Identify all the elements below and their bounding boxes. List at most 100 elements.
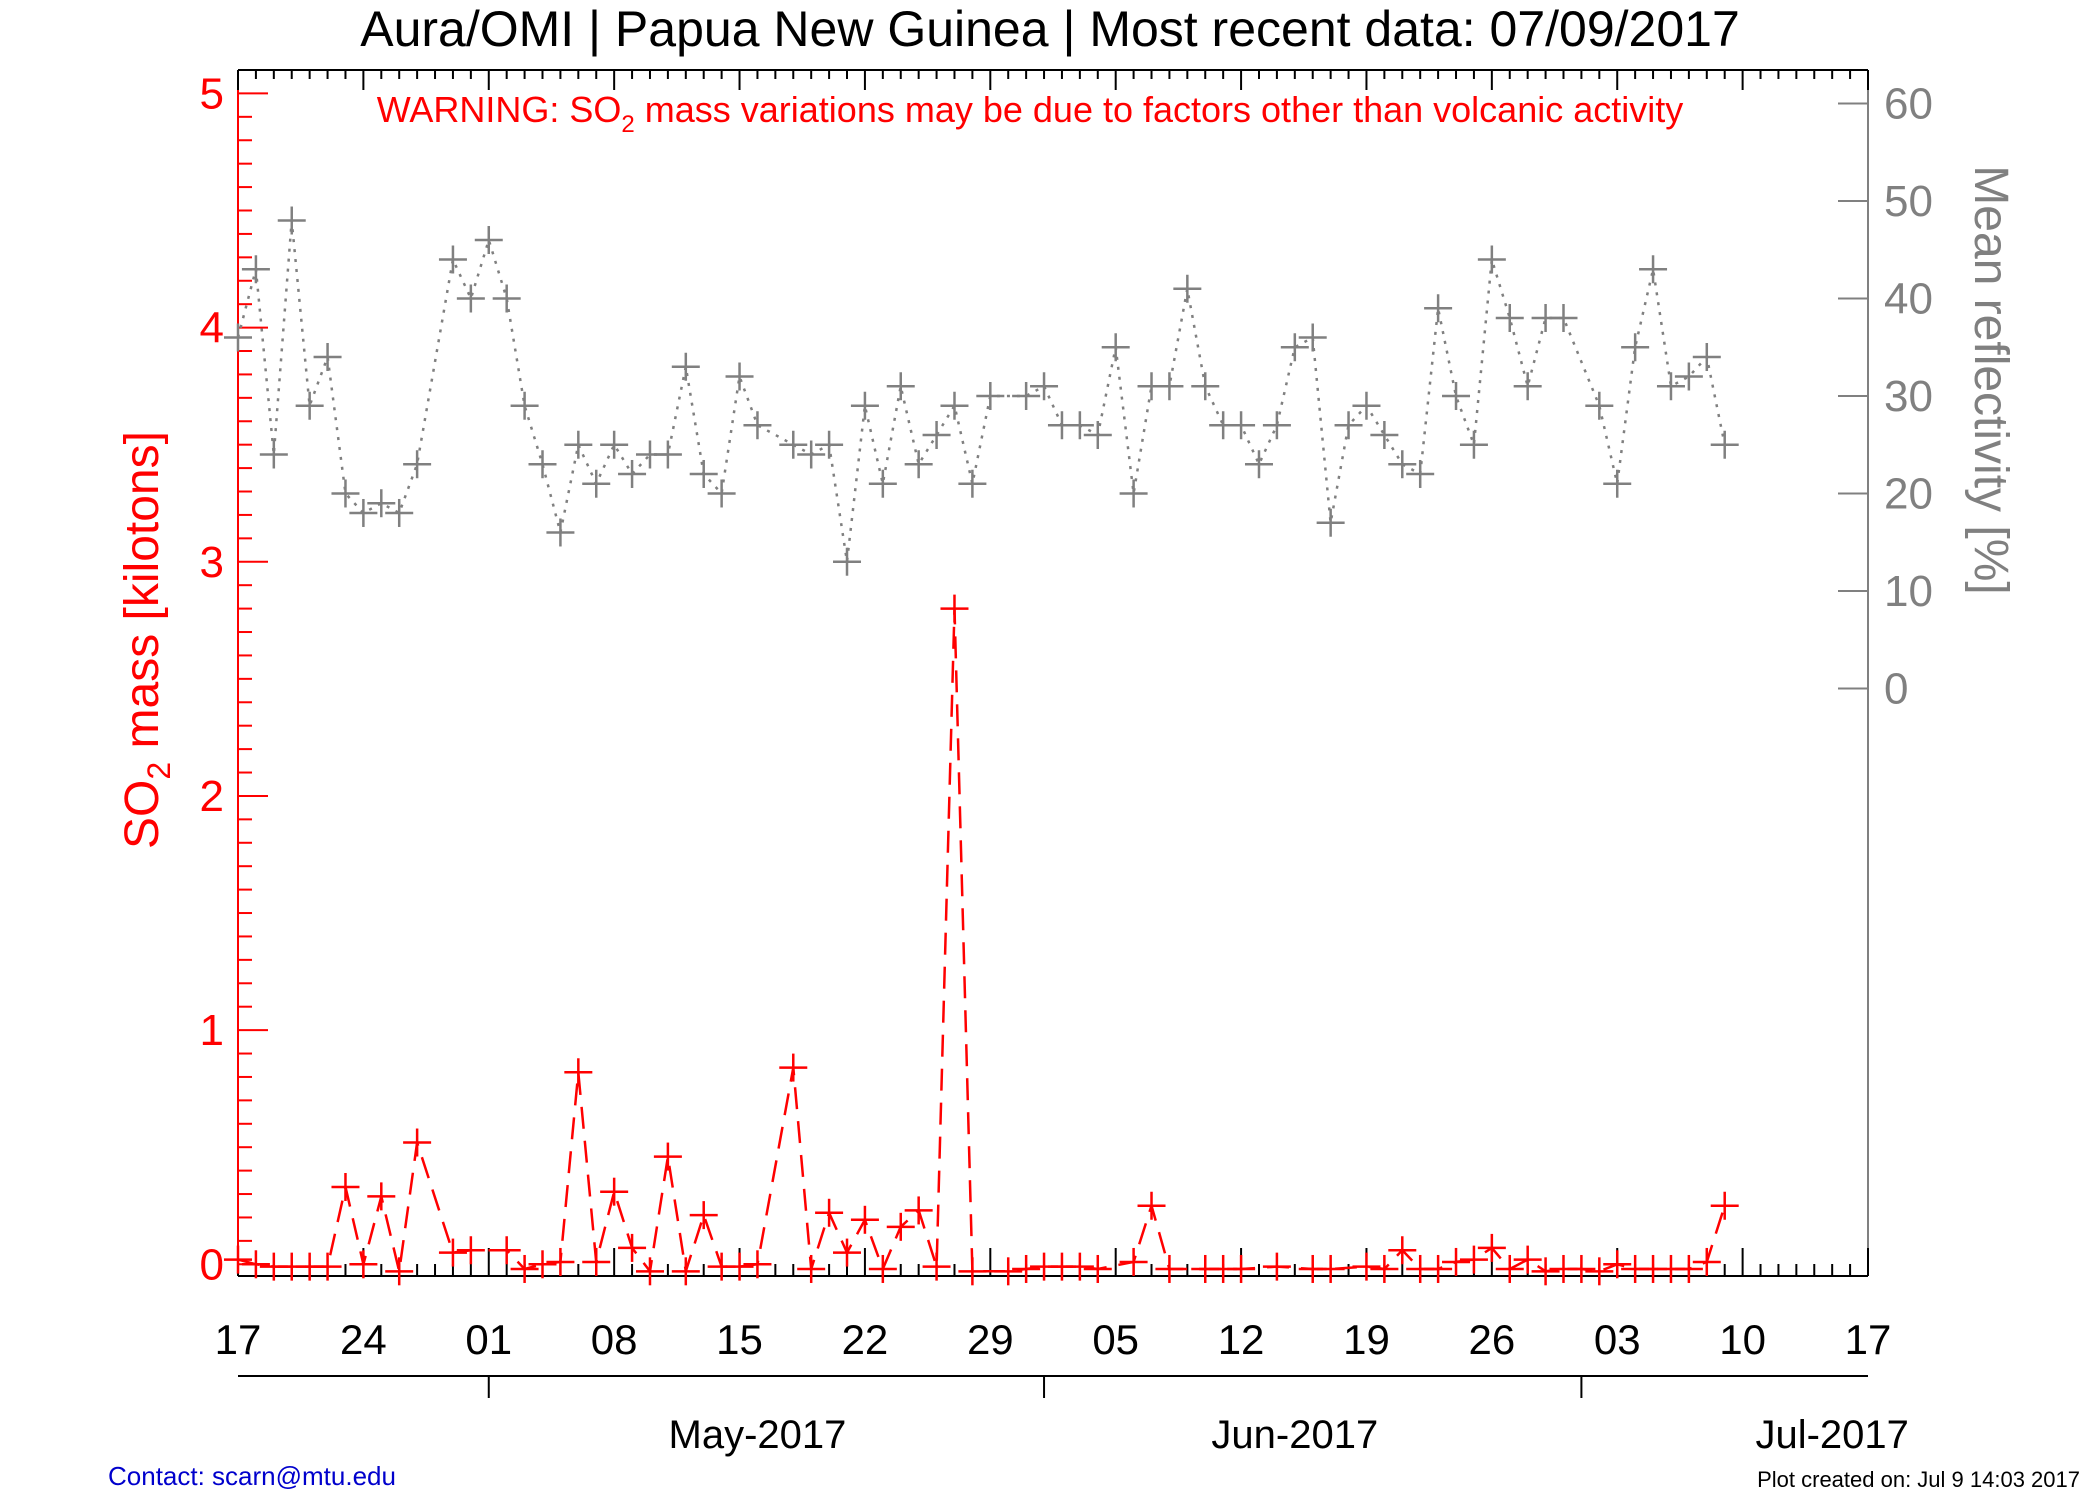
reflectivity-point <box>743 411 772 440</box>
so2-point <box>1083 1254 1112 1283</box>
reflectivity-point <box>1244 450 1273 479</box>
so2-point <box>349 1250 378 1279</box>
so2-point <box>886 1212 915 1241</box>
so2-point <box>994 1257 1023 1286</box>
plot-created-note: Plot created on: Jul 9 14:03 2017 <box>1757 1467 2080 1492</box>
so2-point <box>438 1238 467 1267</box>
so2-point <box>904 1196 933 1225</box>
so2-point <box>1137 1191 1166 1220</box>
reflectivity-point <box>725 362 754 391</box>
reflectivity-point <box>958 469 987 498</box>
so2-point <box>1065 1252 1094 1281</box>
reflectivity-point <box>671 352 700 381</box>
reflectivity-point <box>797 440 826 469</box>
reflectivity-point <box>1459 430 1488 459</box>
x-tick-label: 29 <box>967 1316 1014 1363</box>
reflectivity-point <box>224 323 252 352</box>
reflectivity-point <box>331 479 360 508</box>
reflectivity-point <box>689 459 718 488</box>
so2-point <box>1477 1233 1506 1262</box>
x-tick-label: 01 <box>465 1316 512 1363</box>
so2-point <box>635 1257 664 1286</box>
so2-point <box>1603 1250 1632 1279</box>
x-tick-label: 26 <box>1468 1316 1515 1363</box>
reflectivity-point <box>653 440 682 469</box>
reflectivity-point <box>1639 255 1668 284</box>
reflectivity-point <box>1370 420 1399 449</box>
so2-point <box>1710 1191 1739 1220</box>
reflectivity-point <box>367 489 396 518</box>
y-right-tick-label: 0 <box>1884 664 1908 713</box>
so2-point <box>671 1257 700 1286</box>
contact-email: Contact: scarn@mtu.edu <box>108 1461 396 1491</box>
reflectivity-point <box>241 255 270 284</box>
chart-title: Aura/OMI | Papua New Guinea | Most recen… <box>360 1 1740 57</box>
y-left-sub: 2 <box>141 762 177 780</box>
reflectivity-point <box>940 391 969 420</box>
y-left-tick-label: 3 <box>200 538 224 587</box>
reflectivity-point <box>582 469 611 498</box>
reflectivity-point <box>1262 411 1291 440</box>
plot-frame <box>237 69 1869 1377</box>
reflectivity-point <box>600 430 629 459</box>
so2-point <box>1585 1257 1614 1286</box>
reflectivity-point <box>313 342 342 371</box>
so2-point <box>958 1257 987 1286</box>
x-tick-label: 24 <box>340 1316 387 1363</box>
so2-point <box>1567 1254 1596 1283</box>
so2-point <box>1119 1247 1148 1276</box>
reflectivity-point <box>868 469 897 498</box>
so2-point <box>743 1250 772 1279</box>
x-tick-label: 05 <box>1092 1316 1139 1363</box>
so2-point <box>1012 1254 1041 1283</box>
reflectivity-point <box>833 547 862 576</box>
y-left-post: mass [kilotons] <box>116 431 169 762</box>
so2-point <box>1459 1245 1488 1274</box>
so2-point <box>815 1198 844 1227</box>
reflectivity-point <box>1119 479 1148 508</box>
series-layer <box>224 206 1739 1286</box>
so2-point <box>1674 1254 1703 1283</box>
reflectivity-point <box>385 498 414 527</box>
so2-point <box>456 1236 485 1265</box>
y-right-tick-label: 10 <box>1884 567 1933 616</box>
reflectivity-point <box>510 391 539 420</box>
so2-line <box>237 608 1726 1275</box>
x-tick-label: 22 <box>842 1316 889 1363</box>
x-tick-label: 17 <box>1845 1316 1892 1363</box>
x-tick-label: 15 <box>716 1316 763 1363</box>
y-right-tick-label: 20 <box>1884 469 1933 518</box>
reflectivity-point <box>1495 304 1524 333</box>
so2-point <box>1531 1257 1560 1286</box>
reflectivity-point <box>1585 391 1614 420</box>
y-left-tick-label: 5 <box>200 69 224 118</box>
so2-point <box>313 1252 342 1281</box>
month-label: Jul-2017 <box>1755 1413 1908 1457</box>
so2-point <box>1316 1254 1345 1283</box>
reflectivity-point <box>1083 420 1112 449</box>
so2-point <box>1692 1247 1721 1276</box>
x-tick-label: 19 <box>1343 1316 1390 1363</box>
so2-point <box>241 1250 270 1279</box>
reflectivity-point <box>1155 372 1184 401</box>
so2-point <box>1262 1252 1291 1281</box>
so2-point <box>833 1238 862 1267</box>
so2-point <box>385 1257 414 1286</box>
reflectivity-point <box>295 391 324 420</box>
reflectivity-point <box>1656 372 1685 401</box>
reflectivity-point <box>1424 294 1453 323</box>
reflectivity-point <box>403 450 432 479</box>
reflectivity-point <box>1191 372 1220 401</box>
so2-point <box>582 1247 611 1276</box>
reflectivity-point <box>886 372 915 401</box>
y-right-tick-label: 30 <box>1884 372 1933 421</box>
reflectivity-point <box>1388 450 1417 479</box>
so2-point <box>1227 1254 1256 1283</box>
so2-point <box>510 1254 539 1283</box>
reflectivity-point <box>1280 333 1309 362</box>
y-right-tick-label: 40 <box>1884 275 1933 324</box>
axis-ticks <box>237 70 1869 1398</box>
warning-note: WARNING: SO2 mass variations may be due … <box>377 89 1684 138</box>
